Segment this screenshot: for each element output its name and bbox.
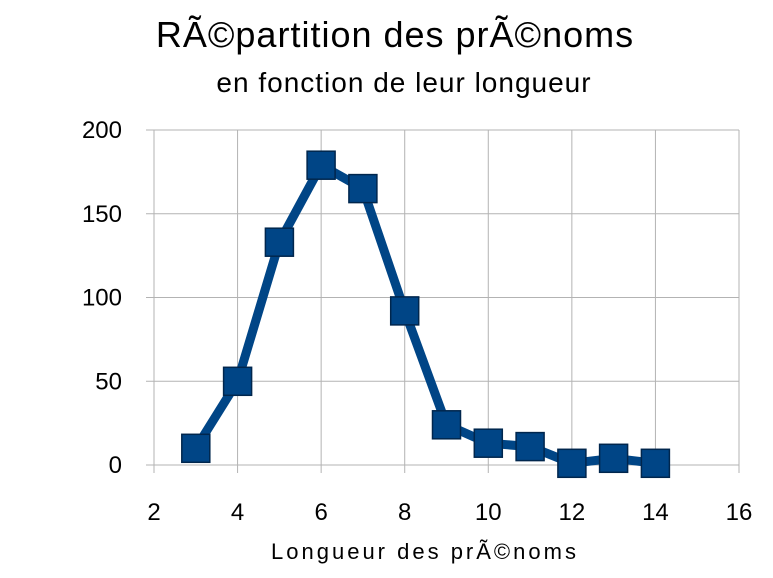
x-axis-label: Longueur des prÃ©noms [271, 539, 579, 564]
x-tick-label-4: 10 [475, 499, 502, 526]
data-point-0-2 [264, 227, 295, 257]
data-point-0-1 [222, 366, 253, 397]
data-point-0-3 [306, 150, 336, 180]
data-point-0-0 [181, 433, 211, 464]
data-point-0-4 [348, 173, 378, 204]
series-layer [181, 150, 671, 479]
y-tick-label-2: 100 [82, 285, 122, 312]
data-point-0-11 [640, 448, 671, 479]
y-tick-label-1: 50 [95, 368, 122, 395]
y-tick-label-4: 200 [82, 117, 122, 144]
y-tick-label-0: 0 [109, 452, 122, 479]
x-tick-label-0: 2 [147, 499, 160, 526]
y-tick-label-3: 150 [82, 201, 122, 228]
tick-label-layer: 0 50 100 150 200 2 4 6 8 10 12 14 16 [82, 117, 752, 526]
data-point-0-8 [515, 431, 545, 462]
chart-subtitle: en fonction de leur longueur [216, 67, 591, 98]
data-point-0-5 [389, 296, 420, 326]
x-tick-label-3: 8 [398, 499, 411, 526]
x-tick-label-6: 14 [642, 499, 669, 526]
data-point-0-7 [473, 428, 504, 458]
x-tick-label-5: 12 [559, 499, 586, 526]
x-tick-label-1: 4 [231, 499, 244, 526]
data-point-0-10 [598, 443, 629, 474]
series-line-0 [191, 160, 660, 468]
data-point-0-6 [431, 410, 462, 440]
chart-title: RÃ©partition des prÃ©noms [156, 14, 634, 55]
x-tick-label-7: 16 [726, 499, 753, 526]
x-tick-label-2: 6 [314, 499, 327, 526]
data-point-0-9 [557, 448, 587, 479]
